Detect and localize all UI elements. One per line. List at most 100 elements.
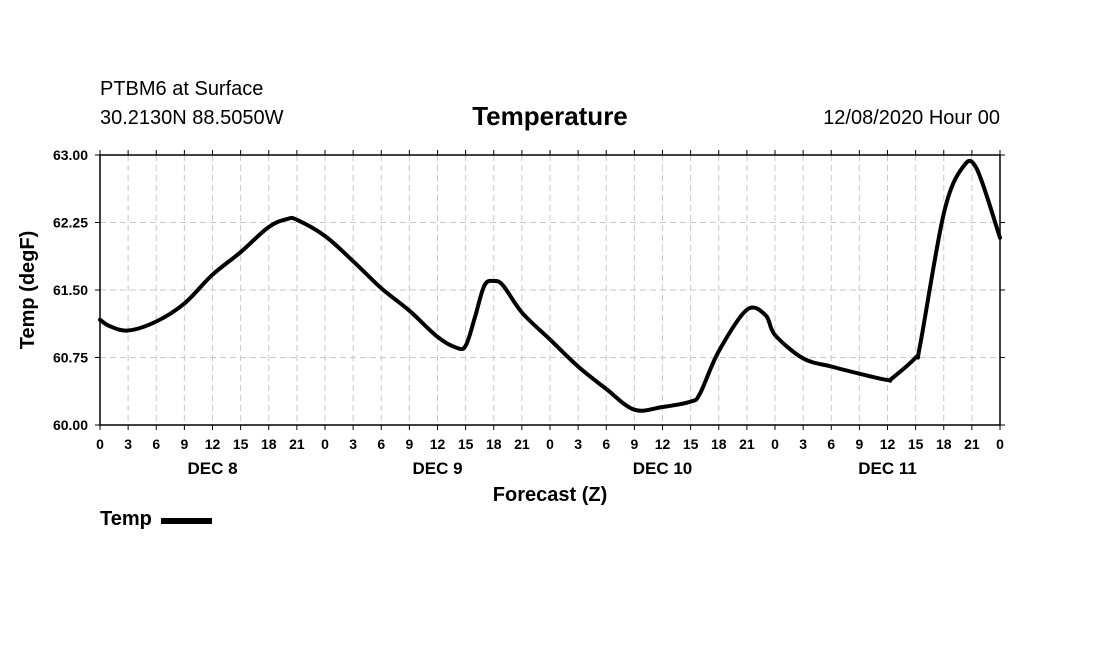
x-axis-ticks: 0 3 6 9 12 15 18 21 0 3 6 9 12 15 18 21 0 3 6 9 12 15 18 21 0 3 6 9… bbox=[96, 150, 1004, 452]
y-tick-label: 61.50 bbox=[53, 282, 88, 298]
x-tick-label: 9 bbox=[630, 436, 638, 452]
x-tick-label: 15 bbox=[458, 436, 474, 452]
x-tick-label: 0 bbox=[771, 436, 779, 452]
x-tick-label: 6 bbox=[602, 436, 610, 452]
y-tick-label: 60.75 bbox=[53, 350, 88, 366]
temp-series-points bbox=[98, 166, 1002, 412]
temp-data-point bbox=[548, 338, 552, 341]
day-label: DEC 10 bbox=[633, 459, 693, 478]
x-tick-label: 3 bbox=[799, 436, 807, 452]
temp-data-point bbox=[698, 392, 702, 395]
x-tick-label: 15 bbox=[908, 436, 924, 452]
chart-title: Temperature bbox=[472, 101, 628, 131]
temp-data-point bbox=[379, 286, 383, 290]
temp-data-point bbox=[717, 349, 721, 353]
temp-data-point bbox=[154, 320, 158, 323]
temp-series-line bbox=[98, 158, 1002, 413]
temp-data-point bbox=[464, 344, 468, 348]
x-tick-label: 9 bbox=[855, 436, 863, 452]
temp-data-point bbox=[211, 273, 214, 277]
x-tick-label: 21 bbox=[739, 436, 755, 452]
temp-data-point bbox=[126, 329, 130, 332]
station-label: PTBM6 at Surface bbox=[100, 78, 263, 100]
temp-data-point bbox=[492, 279, 496, 283]
x-tick-label: 9 bbox=[180, 436, 188, 452]
temp-data-point bbox=[745, 308, 749, 312]
legend: Temp bbox=[100, 508, 212, 530]
temp-data-point bbox=[239, 250, 243, 254]
x-tick-label: 6 bbox=[152, 436, 160, 452]
x-tick-label: 3 bbox=[574, 436, 582, 452]
day-label: DEC 8 bbox=[187, 459, 237, 478]
x-tick-label: 3 bbox=[124, 436, 132, 452]
temp-data-point bbox=[267, 225, 271, 229]
temp-data-point bbox=[886, 378, 889, 382]
temp-data-point bbox=[182, 302, 186, 305]
x-tick-label: 12 bbox=[430, 436, 446, 452]
temp-data-point bbox=[829, 365, 833, 368]
temp-data-point bbox=[482, 284, 486, 287]
temp-data-point bbox=[98, 318, 102, 322]
x-tick-label: 21 bbox=[289, 436, 305, 452]
plot-area-frame bbox=[99, 154, 1001, 426]
day-label: DEC 11 bbox=[858, 459, 917, 478]
x-tick-label: 12 bbox=[880, 436, 896, 452]
y-tick-label: 62.25 bbox=[53, 215, 88, 231]
temp-data-point bbox=[407, 309, 411, 313]
temp-data-point bbox=[632, 408, 636, 412]
temp-data-point bbox=[689, 400, 693, 404]
x-tick-label: 0 bbox=[321, 436, 329, 452]
x-tick-label: 15 bbox=[683, 436, 699, 452]
x-tick-label: 9 bbox=[405, 436, 413, 452]
x-tick-label: 3 bbox=[349, 436, 357, 452]
x-tick-label: 6 bbox=[377, 436, 385, 452]
temp-data-point bbox=[661, 405, 664, 409]
temp-data-point bbox=[520, 311, 524, 314]
temp-data-point bbox=[107, 324, 111, 328]
x-tick-label: 6 bbox=[827, 436, 835, 452]
x-tick-label: 12 bbox=[205, 436, 221, 452]
forecast-date-label: 12/08/2020 Hour 00 bbox=[823, 107, 1000, 129]
x-tick-label: 18 bbox=[261, 436, 277, 452]
coordinates-label: 30.2130N 88.5050W bbox=[100, 107, 284, 129]
day-label: DEC 9 bbox=[412, 459, 462, 478]
grid-lines bbox=[100, 155, 1000, 425]
temp-data-point bbox=[473, 315, 477, 319]
temp-data-point bbox=[323, 234, 327, 238]
x-tick-label: 12 bbox=[655, 436, 671, 452]
temp-data-point bbox=[801, 356, 805, 360]
x-tick-label: 21 bbox=[964, 436, 980, 452]
temp-data-point bbox=[773, 333, 777, 337]
x-tick-label: 15 bbox=[233, 436, 249, 452]
x-tick-label: 18 bbox=[711, 436, 727, 452]
temp-data-point bbox=[857, 372, 861, 376]
temp-data-point bbox=[975, 167, 979, 170]
x-tick-label: 18 bbox=[936, 436, 952, 452]
y-axis-ticks: 60.00 60.75 61.50 62.25 63.00 bbox=[53, 147, 1005, 433]
temp-data-point bbox=[454, 346, 458, 350]
temp-data-point bbox=[918, 342, 922, 346]
temp-data-point bbox=[764, 313, 768, 317]
y-axis-label: Temp (degF) bbox=[17, 231, 39, 350]
x-tick-label: 18 bbox=[486, 436, 502, 452]
temp-data-point bbox=[286, 217, 289, 221]
temp-data-point bbox=[351, 259, 355, 263]
temp-data-point bbox=[604, 387, 608, 391]
temp-data-point bbox=[501, 284, 505, 287]
y-tick-label: 60.00 bbox=[53, 417, 88, 433]
temp-data-point bbox=[436, 335, 439, 339]
temp-data-point bbox=[295, 218, 299, 222]
temp-data-point bbox=[942, 212, 946, 215]
temp-data-point bbox=[961, 166, 964, 170]
temp-data-point bbox=[890, 376, 894, 380]
x-tick-label: 0 bbox=[996, 436, 1004, 452]
x-axis-label: Forecast (Z) bbox=[493, 484, 607, 506]
x-tick-label: 0 bbox=[546, 436, 554, 452]
x-tick-label: 0 bbox=[96, 436, 104, 452]
temp-data-point bbox=[914, 356, 918, 359]
temp-data-point bbox=[576, 365, 580, 368]
legend-label: Temp bbox=[100, 508, 152, 530]
y-tick-label: 63.00 bbox=[53, 147, 88, 163]
temp-data-point bbox=[998, 236, 1002, 240]
